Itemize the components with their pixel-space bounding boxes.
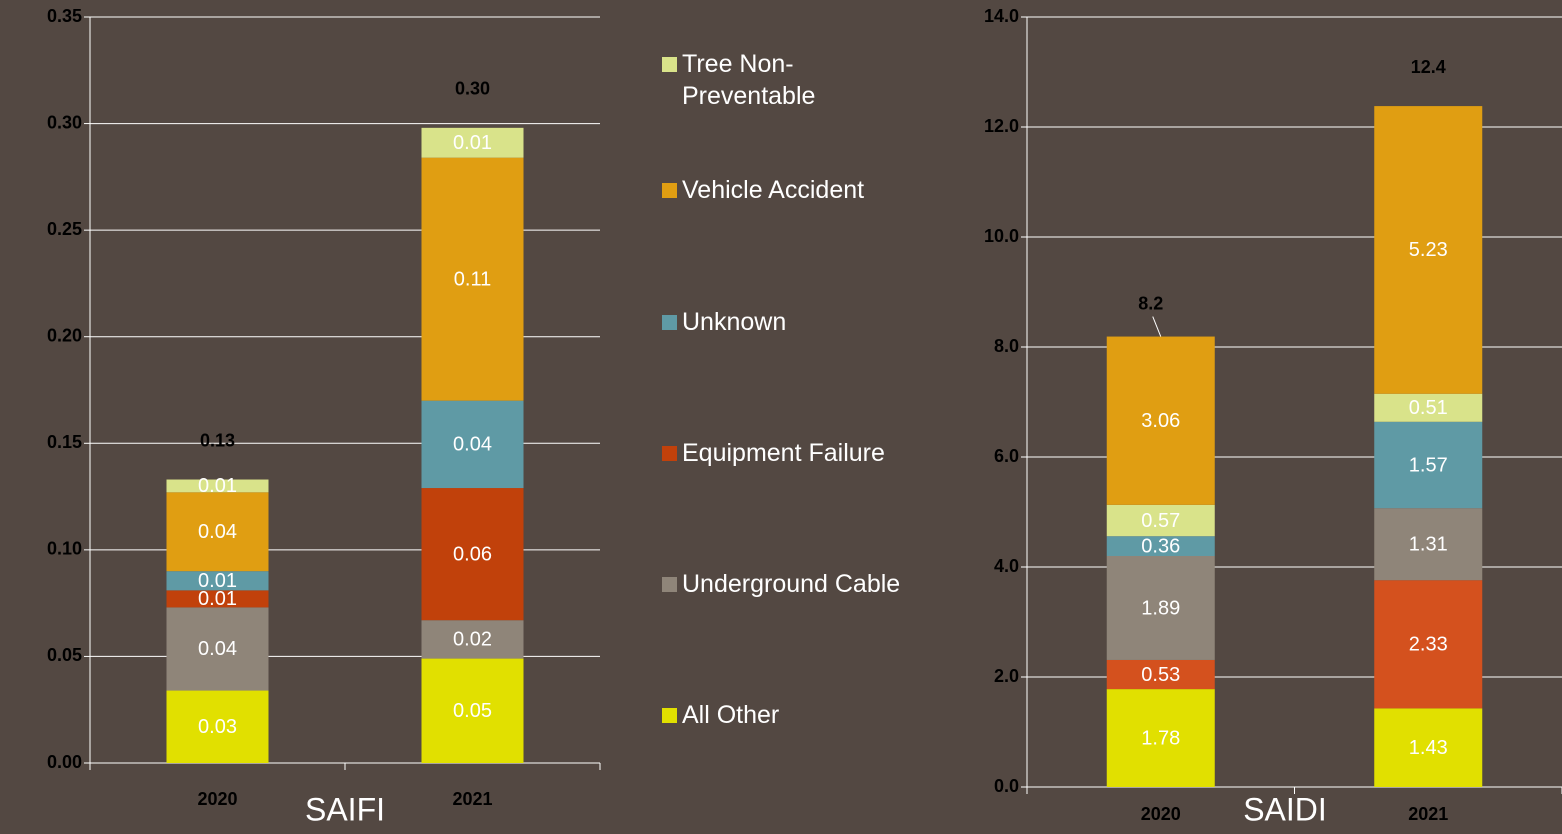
y-tick-label: 0.10 — [47, 539, 82, 559]
x-axis-title: SAIDI — [1243, 791, 1327, 827]
bar-segment — [1374, 393, 1483, 422]
data-label: 0.04 — [198, 638, 237, 660]
data-label: 1.89 — [1141, 597, 1180, 619]
legend-swatch — [662, 708, 677, 723]
bar-segment — [166, 479, 269, 493]
legend-label: Unknown — [682, 308, 787, 336]
x-axis-title: SAIFI — [305, 791, 385, 827]
data-label: 1.31 — [1409, 533, 1448, 555]
data-label: 2.33 — [1409, 634, 1448, 656]
data-label: 0.03 — [198, 716, 237, 738]
data-label: 5.23 — [1409, 239, 1448, 261]
x-tick-label: 2021 — [1408, 804, 1448, 824]
y-tick-label: 0.25 — [47, 219, 82, 239]
bar-segment — [166, 590, 269, 608]
data-label: 0.05 — [453, 700, 492, 722]
legend-swatch — [662, 577, 677, 592]
data-label: 1.78 — [1141, 727, 1180, 749]
bar-segment — [166, 690, 269, 763]
y-tick-label: 14.0 — [984, 6, 1019, 26]
bar-segment — [1106, 659, 1215, 690]
data-label: 0.02 — [453, 629, 492, 651]
bar-segment — [1106, 536, 1215, 556]
bar-segment — [421, 127, 524, 158]
total-label: 0.13 — [200, 430, 235, 450]
total-label: 8.2 — [1138, 293, 1163, 313]
y-tick-label: 6.0 — [994, 446, 1019, 466]
bar-segment — [1374, 508, 1483, 581]
legend-label: All Other — [682, 701, 780, 729]
legend-item: Tree Non-Preventable — [662, 48, 862, 112]
y-tick-label: 0.05 — [47, 645, 82, 665]
bar-segment — [1106, 689, 1215, 787]
data-label: 0.01 — [198, 475, 237, 497]
data-label: 0.01 — [453, 132, 492, 154]
legend-item: All Other — [662, 699, 779, 731]
legend-item: Underground Cable — [662, 568, 900, 600]
bar-segment — [421, 400, 524, 489]
legend-swatch — [662, 183, 677, 198]
data-label: 0.51 — [1409, 397, 1448, 419]
data-label: 0.53 — [1141, 664, 1180, 686]
total-label: 0.30 — [455, 79, 490, 99]
data-label: 0.36 — [1141, 535, 1180, 557]
total-label: 12.4 — [1411, 57, 1446, 77]
bar-segment — [421, 620, 524, 659]
y-tick-label: 0.0 — [994, 776, 1019, 796]
data-label: 0.57 — [1141, 510, 1180, 532]
y-tick-label: 8.0 — [994, 336, 1019, 356]
bar-segment — [166, 571, 269, 591]
y-tick-label: 0.30 — [47, 112, 82, 132]
bar-segment — [421, 658, 524, 763]
legend-item: Vehicle Accident — [662, 174, 864, 206]
bar-segment — [421, 488, 524, 621]
bar-segment — [1106, 336, 1215, 505]
legend-item: Equipment Failure — [662, 437, 885, 469]
leader-line — [1152, 316, 1162, 337]
legend-label: Equipment Failure — [682, 439, 885, 467]
legend-swatch — [662, 446, 677, 461]
data-label: 0.04 — [453, 434, 492, 456]
y-tick-label: 12.0 — [984, 116, 1019, 136]
bar-segment — [1374, 580, 1483, 709]
bar-segment — [166, 492, 269, 572]
legend-item: Unknown — [662, 306, 786, 338]
data-label: 0.04 — [198, 521, 237, 543]
y-tick-label: 0.20 — [47, 325, 82, 345]
bar-segment — [1374, 106, 1483, 394]
bar-segment — [421, 157, 524, 401]
legend-swatch — [662, 57, 677, 72]
bar-segment — [1106, 556, 1215, 660]
x-tick-label: 2021 — [452, 789, 492, 809]
data-label: 0.11 — [454, 268, 491, 290]
data-label: 0.01 — [198, 588, 237, 610]
legend-label: Vehicle Accident — [682, 176, 865, 204]
data-label: 1.57 — [1409, 454, 1448, 476]
data-label: 1.43 — [1409, 737, 1448, 759]
y-tick-label: 0.35 — [47, 6, 82, 26]
data-label: 0.06 — [453, 543, 492, 565]
legend-label: Underground Cable — [682, 570, 901, 598]
y-tick-label: 4.0 — [994, 556, 1019, 576]
legend-swatch — [662, 315, 677, 330]
bar-segment — [1106, 504, 1215, 537]
bar-segment — [1374, 708, 1483, 787]
y-tick-label: 0.00 — [47, 752, 82, 772]
y-tick-label: 2.0 — [994, 666, 1019, 686]
bar-segment — [166, 607, 269, 691]
legend-label: Tree Non-Preventable — [682, 50, 816, 110]
bar-segment — [1374, 421, 1483, 509]
data-label: 3.06 — [1141, 410, 1180, 432]
data-label: 0.01 — [198, 570, 237, 592]
y-tick-label: 0.15 — [47, 432, 82, 452]
x-tick-label: 2020 — [197, 789, 237, 809]
x-tick-label: 2020 — [1141, 804, 1181, 824]
y-tick-label: 10.0 — [984, 226, 1019, 246]
